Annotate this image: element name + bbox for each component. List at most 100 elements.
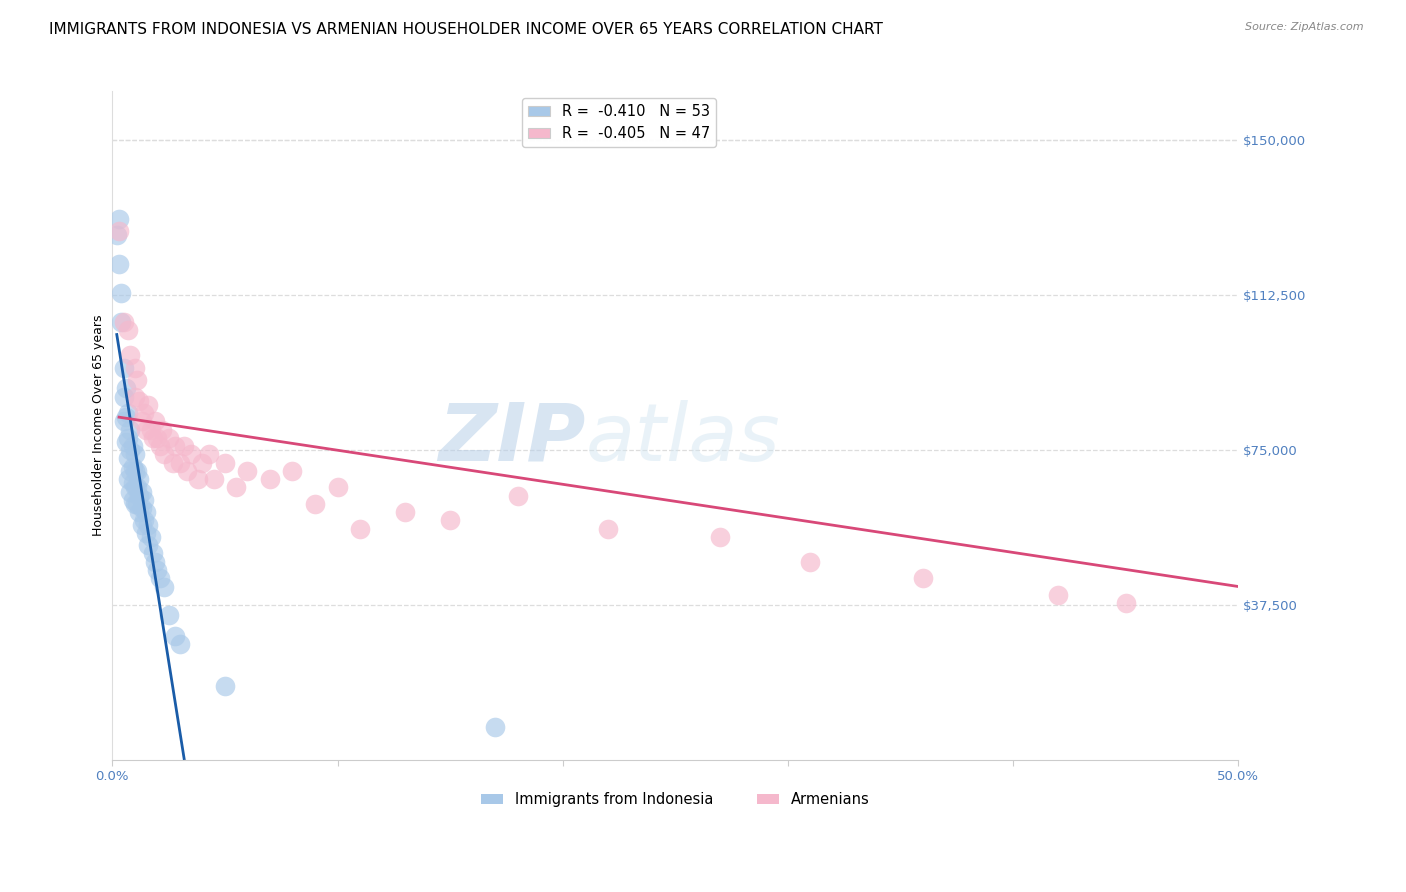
Point xyxy=(349,522,371,536)
Point xyxy=(394,505,416,519)
Point xyxy=(162,456,184,470)
Point xyxy=(799,555,821,569)
Point xyxy=(112,390,135,404)
Point xyxy=(326,480,349,494)
Point xyxy=(125,480,148,494)
Point xyxy=(112,315,135,329)
Point xyxy=(135,423,157,437)
Point xyxy=(120,484,142,499)
Point xyxy=(153,447,176,461)
Point xyxy=(125,497,148,511)
Legend: Immigrants from Indonesia, Armenians: Immigrants from Indonesia, Armenians xyxy=(475,787,875,813)
Point xyxy=(117,451,139,466)
Point xyxy=(304,497,326,511)
Point xyxy=(136,538,159,552)
Point xyxy=(225,480,247,494)
Point xyxy=(165,439,187,453)
Point xyxy=(132,406,155,420)
Point xyxy=(117,431,139,445)
Point xyxy=(596,522,619,536)
Point xyxy=(124,447,146,461)
Point xyxy=(169,637,191,651)
Point xyxy=(180,447,202,461)
Point xyxy=(117,323,139,337)
Point xyxy=(214,456,236,470)
Point xyxy=(439,513,461,527)
Point xyxy=(146,431,169,445)
Point xyxy=(110,286,132,301)
Text: ZIP: ZIP xyxy=(437,400,585,478)
Point xyxy=(150,423,173,437)
Point xyxy=(120,464,142,478)
Point xyxy=(136,517,159,532)
Point xyxy=(110,315,132,329)
Point xyxy=(506,489,529,503)
Point xyxy=(187,472,209,486)
Point xyxy=(157,608,180,623)
Point xyxy=(236,464,259,478)
Point xyxy=(112,360,135,375)
Point xyxy=(135,505,157,519)
Point xyxy=(198,447,221,461)
Point xyxy=(139,530,162,544)
Point xyxy=(128,393,150,408)
Point xyxy=(124,497,146,511)
Point xyxy=(124,390,146,404)
Point xyxy=(124,464,146,478)
Point xyxy=(132,492,155,507)
Point xyxy=(202,472,225,486)
Point xyxy=(148,439,170,453)
Point xyxy=(259,472,281,486)
Point xyxy=(136,398,159,412)
Point xyxy=(121,476,143,491)
Point xyxy=(120,443,142,458)
Point xyxy=(128,472,150,486)
Point xyxy=(153,580,176,594)
Point xyxy=(128,489,150,503)
Point xyxy=(912,571,935,585)
Point xyxy=(120,348,142,362)
Point xyxy=(108,257,131,271)
Point xyxy=(117,472,139,486)
Point xyxy=(120,423,142,437)
Point xyxy=(165,629,187,643)
Point xyxy=(125,373,148,387)
Point xyxy=(1115,596,1137,610)
Point xyxy=(135,525,157,540)
Point xyxy=(214,679,236,693)
Point xyxy=(125,464,148,478)
Point xyxy=(169,456,191,470)
Point xyxy=(114,410,136,425)
Point xyxy=(709,530,731,544)
Point xyxy=(146,563,169,577)
Point xyxy=(117,406,139,420)
Point xyxy=(131,501,153,516)
Point xyxy=(121,492,143,507)
Point xyxy=(142,547,165,561)
Point xyxy=(108,224,131,238)
Point xyxy=(105,228,128,243)
Point xyxy=(121,439,143,453)
Point xyxy=(173,439,195,453)
Y-axis label: Householder Income Over 65 years: Householder Income Over 65 years xyxy=(93,315,105,536)
Point xyxy=(124,360,146,375)
Point xyxy=(191,456,214,470)
Point xyxy=(143,414,166,428)
Point xyxy=(131,484,153,499)
Point xyxy=(124,480,146,494)
Point xyxy=(143,555,166,569)
Point xyxy=(132,513,155,527)
Text: Source: ZipAtlas.com: Source: ZipAtlas.com xyxy=(1246,22,1364,32)
Point xyxy=(1047,588,1070,602)
Point xyxy=(148,571,170,585)
Text: IMMIGRANTS FROM INDONESIA VS ARMENIAN HOUSEHOLDER INCOME OVER 65 YEARS CORRELATI: IMMIGRANTS FROM INDONESIA VS ARMENIAN HO… xyxy=(49,22,883,37)
Point xyxy=(131,517,153,532)
Point xyxy=(128,505,150,519)
Point xyxy=(139,423,162,437)
Point xyxy=(114,434,136,449)
Point xyxy=(114,381,136,395)
Text: atlas: atlas xyxy=(585,400,780,478)
Point xyxy=(112,414,135,428)
Point xyxy=(131,414,153,428)
Point xyxy=(484,720,506,734)
